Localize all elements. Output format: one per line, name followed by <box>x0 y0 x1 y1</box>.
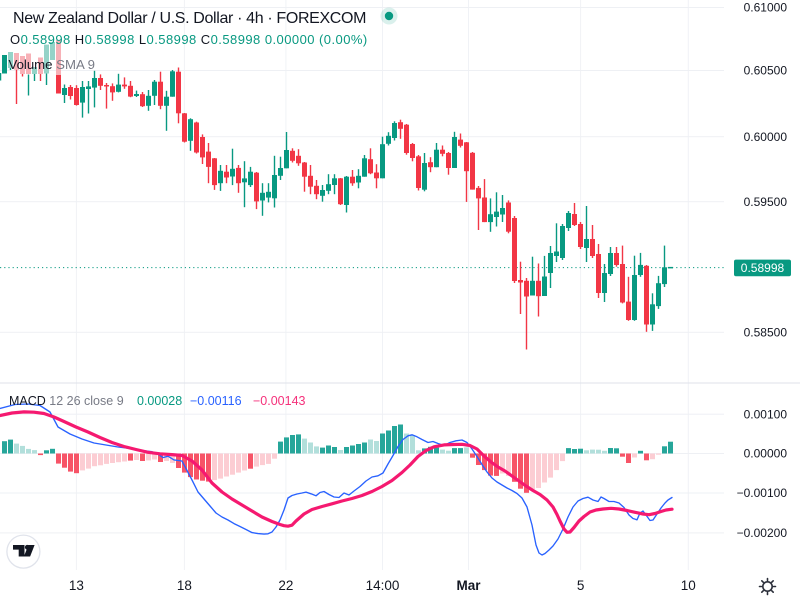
svg-text:18: 18 <box>177 578 192 593</box>
svg-text:Mar: Mar <box>456 578 481 593</box>
svg-text:0.58998: 0.58998 <box>741 261 785 275</box>
svg-text:14:00: 14:00 <box>366 578 400 593</box>
svg-text:MACD 12 26 close 90.00028−0.00: MACD 12 26 close 9 0.00028 −0.00116 −0.0014… <box>9 394 306 408</box>
svg-text:10: 10 <box>681 578 696 593</box>
svg-text:5: 5 <box>577 578 585 593</box>
svg-text:0.60500: 0.60500 <box>744 64 788 78</box>
svg-text:0.00000: 0.00000 <box>744 447 788 461</box>
svg-text:O0.58998 H0.58998 L0.58998 C0.: O0.58998 H0.58998 L0.58998 C0.58998 0.00… <box>10 32 368 47</box>
svg-text:−0.00200: −0.00200 <box>737 526 788 540</box>
svg-text:0.61000: 0.61000 <box>744 1 788 15</box>
svg-text:22: 22 <box>278 578 293 593</box>
svg-text:0.00100: 0.00100 <box>744 407 788 421</box>
svg-text:0.59500: 0.59500 <box>744 195 788 209</box>
svg-text:New Zealand Dollar / U.S. Doll: New Zealand Dollar / U.S. Dollar · 4h · … <box>13 10 366 27</box>
svg-text:Volume SMA 9: Volume SMA 9 <box>9 57 96 72</box>
svg-text:13: 13 <box>69 578 84 593</box>
svg-text:0.60000: 0.60000 <box>744 130 788 144</box>
svg-text:0.58500: 0.58500 <box>744 326 788 340</box>
svg-text:−0.00100: −0.00100 <box>737 486 788 500</box>
